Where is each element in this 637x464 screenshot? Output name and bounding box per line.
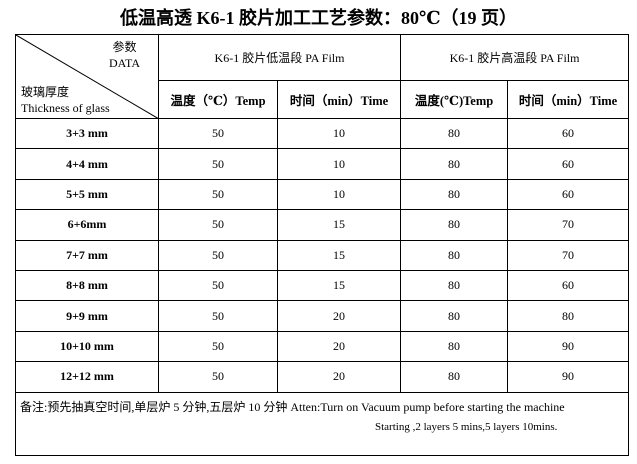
data-row: 7+7 mm 50 15 80 70 — [15, 239, 630, 271]
value-cell: 50 — [158, 239, 278, 271]
value-cell: 80 — [400, 209, 509, 241]
data-row: 4+4 mm 50 10 80 60 — [15, 148, 630, 180]
value-cell: 70 — [507, 239, 630, 271]
value-cell: 80 — [400, 178, 509, 211]
corner-bottom-cn: 玻璃厚度 — [21, 85, 70, 99]
value-cell: 15 — [276, 209, 402, 241]
row-label: 8+8 mm — [15, 269, 159, 302]
value-cell: 50 — [158, 361, 278, 393]
value-cell: 60 — [507, 269, 630, 302]
value-cell: 80 — [400, 269, 509, 302]
value-cell: 15 — [276, 239, 402, 271]
data-row: 3+3 mm 50 10 80 60 — [15, 117, 630, 150]
params-table: 参数 DATA 玻璃厚度 Thickness of glass K6-1 胶片低温段… — [14, 34, 630, 456]
data-row: 12+12 mm 50 20 80 90 — [15, 361, 630, 393]
value-cell: 70 — [507, 209, 630, 241]
group-header: K6-1 胶片高温段 PA Film — [400, 34, 630, 81]
value-cell: 50 — [158, 269, 278, 302]
data-row: 8+8 mm 50 15 80 60 — [15, 269, 630, 302]
value-cell: 80 — [400, 300, 509, 332]
table-body: 参数 DATA 玻璃厚度 Thickness of glass K6-1 胶片低温段… — [14, 34, 630, 456]
data-row: 9+9 mm 50 20 80 80 — [15, 300, 630, 332]
row-label: 4+4 mm — [15, 148, 159, 180]
value-cell: 80 — [400, 239, 509, 271]
column-header: 时间（min）Time — [276, 80, 402, 119]
value-cell: 60 — [507, 117, 630, 150]
diagonal — [16, 35, 159, 119]
value-cell: 80 — [400, 117, 509, 150]
value-cell: 50 — [158, 117, 278, 150]
data-row: 6+6mm 50 15 80 70 — [15, 209, 630, 241]
value-cell: 50 — [158, 300, 278, 332]
value-cell: 50 — [158, 178, 278, 211]
data-row: 5+5 mm 50 10 80 60 — [15, 178, 630, 211]
note-cell: 备注:预先抽真空时间,单层炉 5 分钟,五层炉 10 分钟 Atten:Turn… — [14, 391, 630, 456]
value-cell: 80 — [507, 300, 630, 332]
value-cell: 50 — [158, 148, 278, 180]
value-cell: 60 — [507, 178, 630, 211]
value-cell: 20 — [276, 361, 402, 393]
row-label: 6+6mm — [15, 209, 159, 241]
group-header-row: 参数 DATA 玻璃厚度 Thickness of glass K6-1 胶片低温段… — [15, 34, 630, 119]
group-header: K6-1 胶片低温段 PA Film — [157, 34, 402, 81]
row-label: 5+5 mm — [15, 178, 159, 211]
value-cell: 10 — [276, 117, 402, 150]
value-cell: 80 — [400, 330, 509, 363]
row-label: 7+7 mm — [15, 239, 159, 271]
corner-top: 参数 DATA — [109, 39, 140, 71]
value-cell: 60 — [507, 148, 630, 180]
value-cell: 15 — [276, 269, 402, 302]
corner-cell: 参数 DATA 玻璃厚度 Thickness of glass — [15, 34, 159, 119]
note-line: 备注:预先抽真空时间,单层炉 5 分钟,五层炉 10 分钟 Atten:Turn… — [20, 399, 565, 414]
title: 低温高透 K6-1 胶片加工工艺参数：80℃（19 页） — [119, 8, 518, 28]
value-cell: 10 — [276, 178, 402, 211]
column-header: 温度（℃）Temp — [158, 80, 278, 119]
row-label: 10+10 mm — [15, 330, 159, 363]
corner-top-cn: 参数 — [112, 40, 137, 54]
corner-top-en: DATA — [108, 56, 140, 70]
corner-bottom-en: Thickness of glass — [21, 101, 110, 115]
column-header: 时间（min）Time — [507, 80, 630, 119]
data-row: 10+10 mm 50 20 80 90 — [15, 330, 630, 363]
value-cell: 80 — [400, 148, 509, 180]
row-label: 9+9 mm — [15, 300, 159, 332]
value-cell: 20 — [276, 300, 402, 332]
value-cell: 80 — [400, 361, 509, 393]
corner-bottom: 玻璃厚度 Thickness of glass — [21, 84, 110, 116]
row-label: 3+3 mm — [15, 117, 159, 150]
row-label: 12+12 mm — [15, 361, 159, 393]
value-cell: 10 — [276, 148, 402, 180]
note-line: Starting ,2 layers 5 mins,5 layers 10min… — [375, 420, 558, 433]
value-cell: 20 — [276, 330, 402, 363]
value-cell: 50 — [158, 330, 278, 363]
value-cell: 50 — [158, 209, 278, 241]
value-cell: 90 — [507, 361, 630, 393]
note-row: 备注:预先抽真空时间,单层炉 5 分钟,五层炉 10 分钟 Atten:Turn… — [14, 391, 630, 456]
column-header: 温度(℃)Temp — [400, 80, 509, 119]
value-cell: 90 — [507, 330, 630, 363]
